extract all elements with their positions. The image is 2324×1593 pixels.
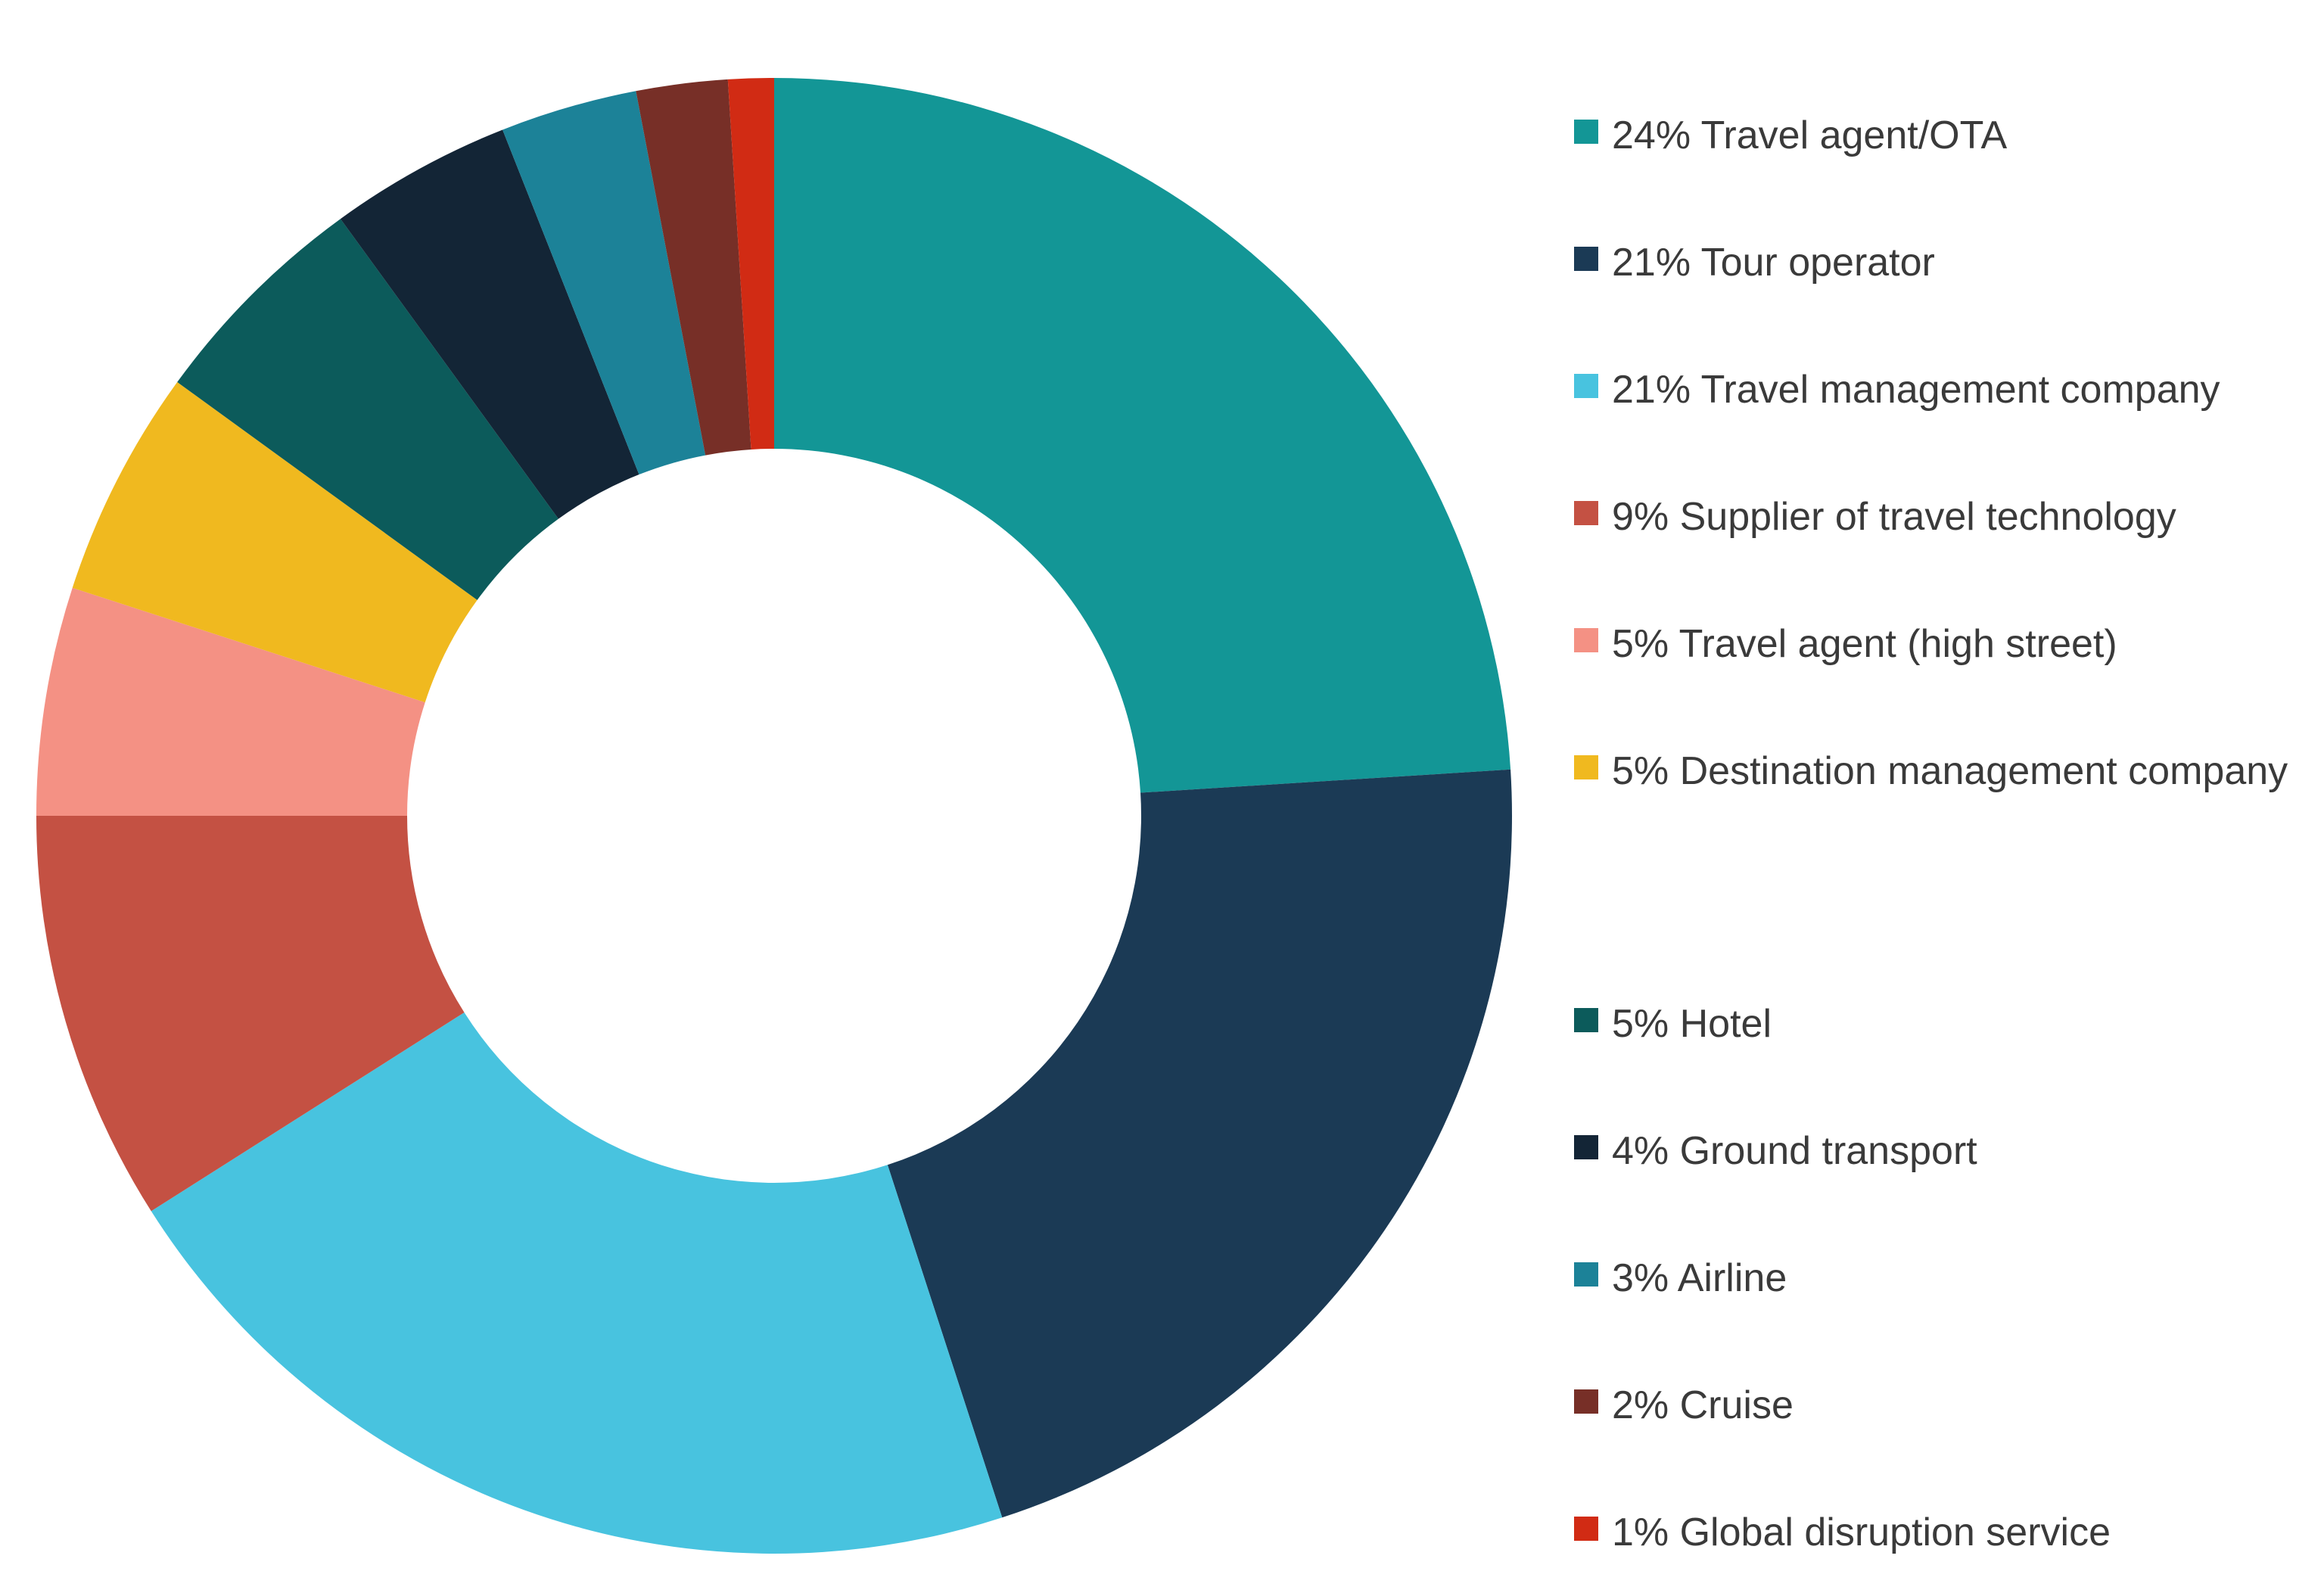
legend-item: 24% Travel agent/OTA bbox=[1574, 106, 2316, 165]
donut-slice-5 bbox=[36, 587, 425, 816]
legend-swatch bbox=[1574, 755, 1598, 779]
legend-label: 4% Ground transport bbox=[1612, 1129, 1977, 1173]
donut-slice-6 bbox=[72, 381, 478, 703]
legend-label: 5% Travel agent (high street) bbox=[1612, 622, 2117, 666]
legend-swatch bbox=[1574, 628, 1598, 652]
donut-slice-7 bbox=[177, 219, 558, 600]
legend-swatch bbox=[1574, 501, 1598, 525]
legend-label: 21% Travel management company bbox=[1612, 368, 2220, 412]
legend-item: 5% Hotel bbox=[1574, 994, 2316, 1053]
legend-swatch bbox=[1574, 1008, 1598, 1032]
legend-item: 5% Travel agent (high street) bbox=[1574, 614, 2316, 674]
legend-swatch bbox=[1574, 1389, 1598, 1414]
donut-slice-3 bbox=[151, 1012, 1003, 1554]
legend-swatch bbox=[1574, 120, 1598, 144]
legend-swatch bbox=[1574, 374, 1598, 398]
legend-label: 5% Destination management company bbox=[1612, 749, 2288, 793]
donut-slice-8 bbox=[340, 129, 639, 519]
legend-label: 1% Global disruption service bbox=[1612, 1511, 2111, 1554]
legend-label: 21% Tour operator bbox=[1612, 241, 1935, 285]
legend-label: 3% Airline bbox=[1612, 1256, 1787, 1300]
donut-slice-1 bbox=[774, 78, 1511, 793]
donut-slice-2 bbox=[887, 769, 1512, 1518]
legend-swatch bbox=[1574, 1135, 1598, 1159]
donut-slice-10 bbox=[636, 79, 751, 456]
legend-label: 24% Travel agent/OTA bbox=[1612, 114, 2008, 157]
legend-item: 5% Destination management company bbox=[1574, 742, 2316, 801]
donut-slice-4 bbox=[36, 816, 465, 1212]
legend-swatch bbox=[1574, 1517, 1598, 1541]
legend-item: 21% Tour operator bbox=[1574, 233, 2316, 292]
legend-item: 9% Supplier of travel technology bbox=[1574, 487, 2316, 546]
legend-swatch bbox=[1574, 247, 1598, 271]
donut-slice-9 bbox=[502, 91, 706, 475]
donut-slice-11 bbox=[727, 78, 774, 450]
legend-item: 1% Global disruption service bbox=[1574, 1503, 2316, 1562]
legend-item: 4% Ground transport bbox=[1574, 1122, 2316, 1181]
legend-swatch bbox=[1574, 1262, 1598, 1287]
legend-item: 21% Travel management company bbox=[1574, 360, 2316, 419]
legend-item: 2% Cruise bbox=[1574, 1376, 2316, 1435]
legend-item: 3% Airline bbox=[1574, 1249, 2316, 1308]
legend-label: 9% Supplier of travel technology bbox=[1612, 495, 2176, 539]
legend-label: 2% Cruise bbox=[1612, 1383, 1794, 1427]
legend-label: 5% Hotel bbox=[1612, 1002, 1772, 1046]
